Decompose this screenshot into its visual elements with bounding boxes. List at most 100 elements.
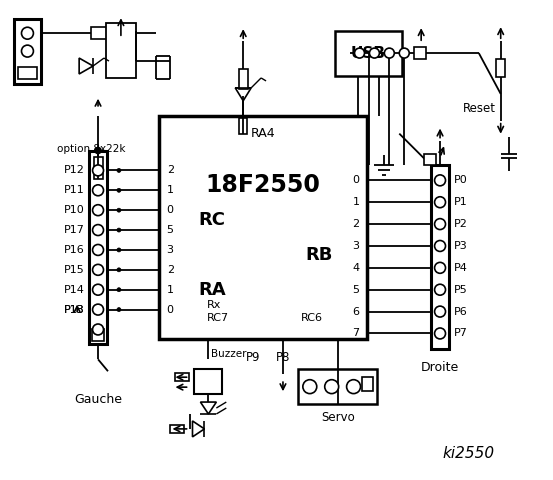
Circle shape	[95, 147, 101, 154]
Text: 6: 6	[352, 307, 359, 317]
Text: P14: P14	[64, 285, 85, 295]
Text: 2: 2	[352, 219, 359, 229]
Text: 1: 1	[352, 197, 359, 207]
Text: USB: USB	[351, 46, 386, 61]
Text: 1: 1	[166, 185, 174, 195]
Text: RC7: RC7	[206, 312, 228, 323]
Text: 0: 0	[166, 305, 174, 314]
Text: ki2550: ki2550	[443, 446, 495, 461]
Circle shape	[435, 240, 446, 252]
Text: P7: P7	[454, 328, 468, 338]
Text: RC: RC	[199, 211, 226, 229]
Text: P17: P17	[64, 225, 85, 235]
Circle shape	[117, 308, 121, 312]
Circle shape	[435, 197, 446, 208]
Circle shape	[435, 306, 446, 317]
Text: P6: P6	[454, 307, 468, 317]
Text: P13: P13	[64, 305, 85, 314]
Circle shape	[92, 244, 103, 255]
Bar	[424, 154, 436, 166]
Circle shape	[92, 304, 103, 315]
Circle shape	[92, 204, 103, 216]
Text: P4: P4	[454, 263, 468, 273]
Circle shape	[117, 228, 121, 232]
Circle shape	[92, 165, 103, 176]
Text: 3: 3	[166, 245, 174, 255]
Text: P10: P10	[64, 205, 85, 215]
Bar	[170, 425, 184, 433]
Circle shape	[435, 218, 446, 229]
Text: Rx: Rx	[206, 300, 221, 310]
Bar	[195, 369, 222, 394]
Circle shape	[435, 284, 446, 295]
Text: RB: RB	[305, 246, 333, 264]
Text: P15: P15	[64, 265, 85, 275]
Circle shape	[435, 263, 446, 273]
Circle shape	[117, 208, 121, 212]
Bar	[239, 118, 247, 133]
Circle shape	[435, 328, 446, 339]
Text: 5: 5	[166, 225, 174, 235]
Text: Droite: Droite	[421, 361, 459, 374]
Text: 7: 7	[352, 328, 359, 338]
Circle shape	[369, 48, 379, 58]
Circle shape	[92, 324, 103, 335]
Text: 4: 4	[352, 263, 359, 273]
Text: P3: P3	[454, 241, 468, 251]
Circle shape	[22, 45, 33, 57]
Text: 1: 1	[166, 285, 174, 295]
Bar	[362, 377, 373, 391]
Circle shape	[384, 48, 394, 58]
Bar	[239, 69, 248, 89]
Bar	[93, 157, 102, 180]
Text: 5: 5	[352, 285, 359, 295]
Text: 0: 0	[166, 205, 174, 215]
Text: P13: P13	[64, 305, 85, 314]
Bar	[175, 373, 189, 381]
Text: Reset: Reset	[463, 102, 495, 115]
Circle shape	[92, 185, 103, 196]
Bar	[13, 19, 41, 84]
Circle shape	[92, 225, 103, 236]
Text: P0: P0	[454, 175, 468, 185]
Text: Servo: Servo	[321, 411, 354, 424]
Text: RA: RA	[199, 281, 226, 299]
Bar	[106, 23, 136, 78]
Bar	[91, 27, 107, 39]
Text: P2: P2	[454, 219, 468, 229]
Text: 2: 2	[166, 166, 174, 175]
Circle shape	[92, 264, 103, 276]
Text: P5: P5	[454, 285, 468, 295]
Circle shape	[117, 188, 121, 192]
Circle shape	[22, 27, 33, 39]
Circle shape	[117, 248, 121, 252]
Circle shape	[303, 380, 317, 394]
Bar	[414, 47, 426, 59]
Bar	[18, 67, 38, 79]
Text: Gauche: Gauche	[74, 393, 122, 406]
Bar	[159, 116, 368, 339]
Text: P1: P1	[454, 197, 468, 207]
Polygon shape	[235, 88, 251, 101]
Text: P16: P16	[64, 245, 85, 255]
Circle shape	[117, 268, 121, 272]
Text: Buzzer: Buzzer	[211, 349, 247, 360]
Polygon shape	[79, 58, 93, 74]
Text: 18F2550: 18F2550	[206, 173, 321, 197]
Circle shape	[354, 48, 364, 58]
Text: P8: P8	[276, 351, 290, 364]
Text: 0: 0	[352, 175, 359, 185]
Circle shape	[347, 380, 361, 394]
Bar	[431, 166, 449, 349]
Text: P9: P9	[246, 351, 260, 364]
Bar	[298, 369, 377, 404]
Circle shape	[435, 175, 446, 186]
Text: 2: 2	[166, 265, 174, 275]
Text: option 8x22k: option 8x22k	[57, 144, 126, 154]
Circle shape	[92, 284, 103, 295]
Bar	[89, 151, 107, 344]
Polygon shape	[200, 402, 216, 414]
Circle shape	[117, 168, 121, 172]
Text: P12: P12	[64, 166, 85, 175]
Bar	[92, 329, 104, 341]
